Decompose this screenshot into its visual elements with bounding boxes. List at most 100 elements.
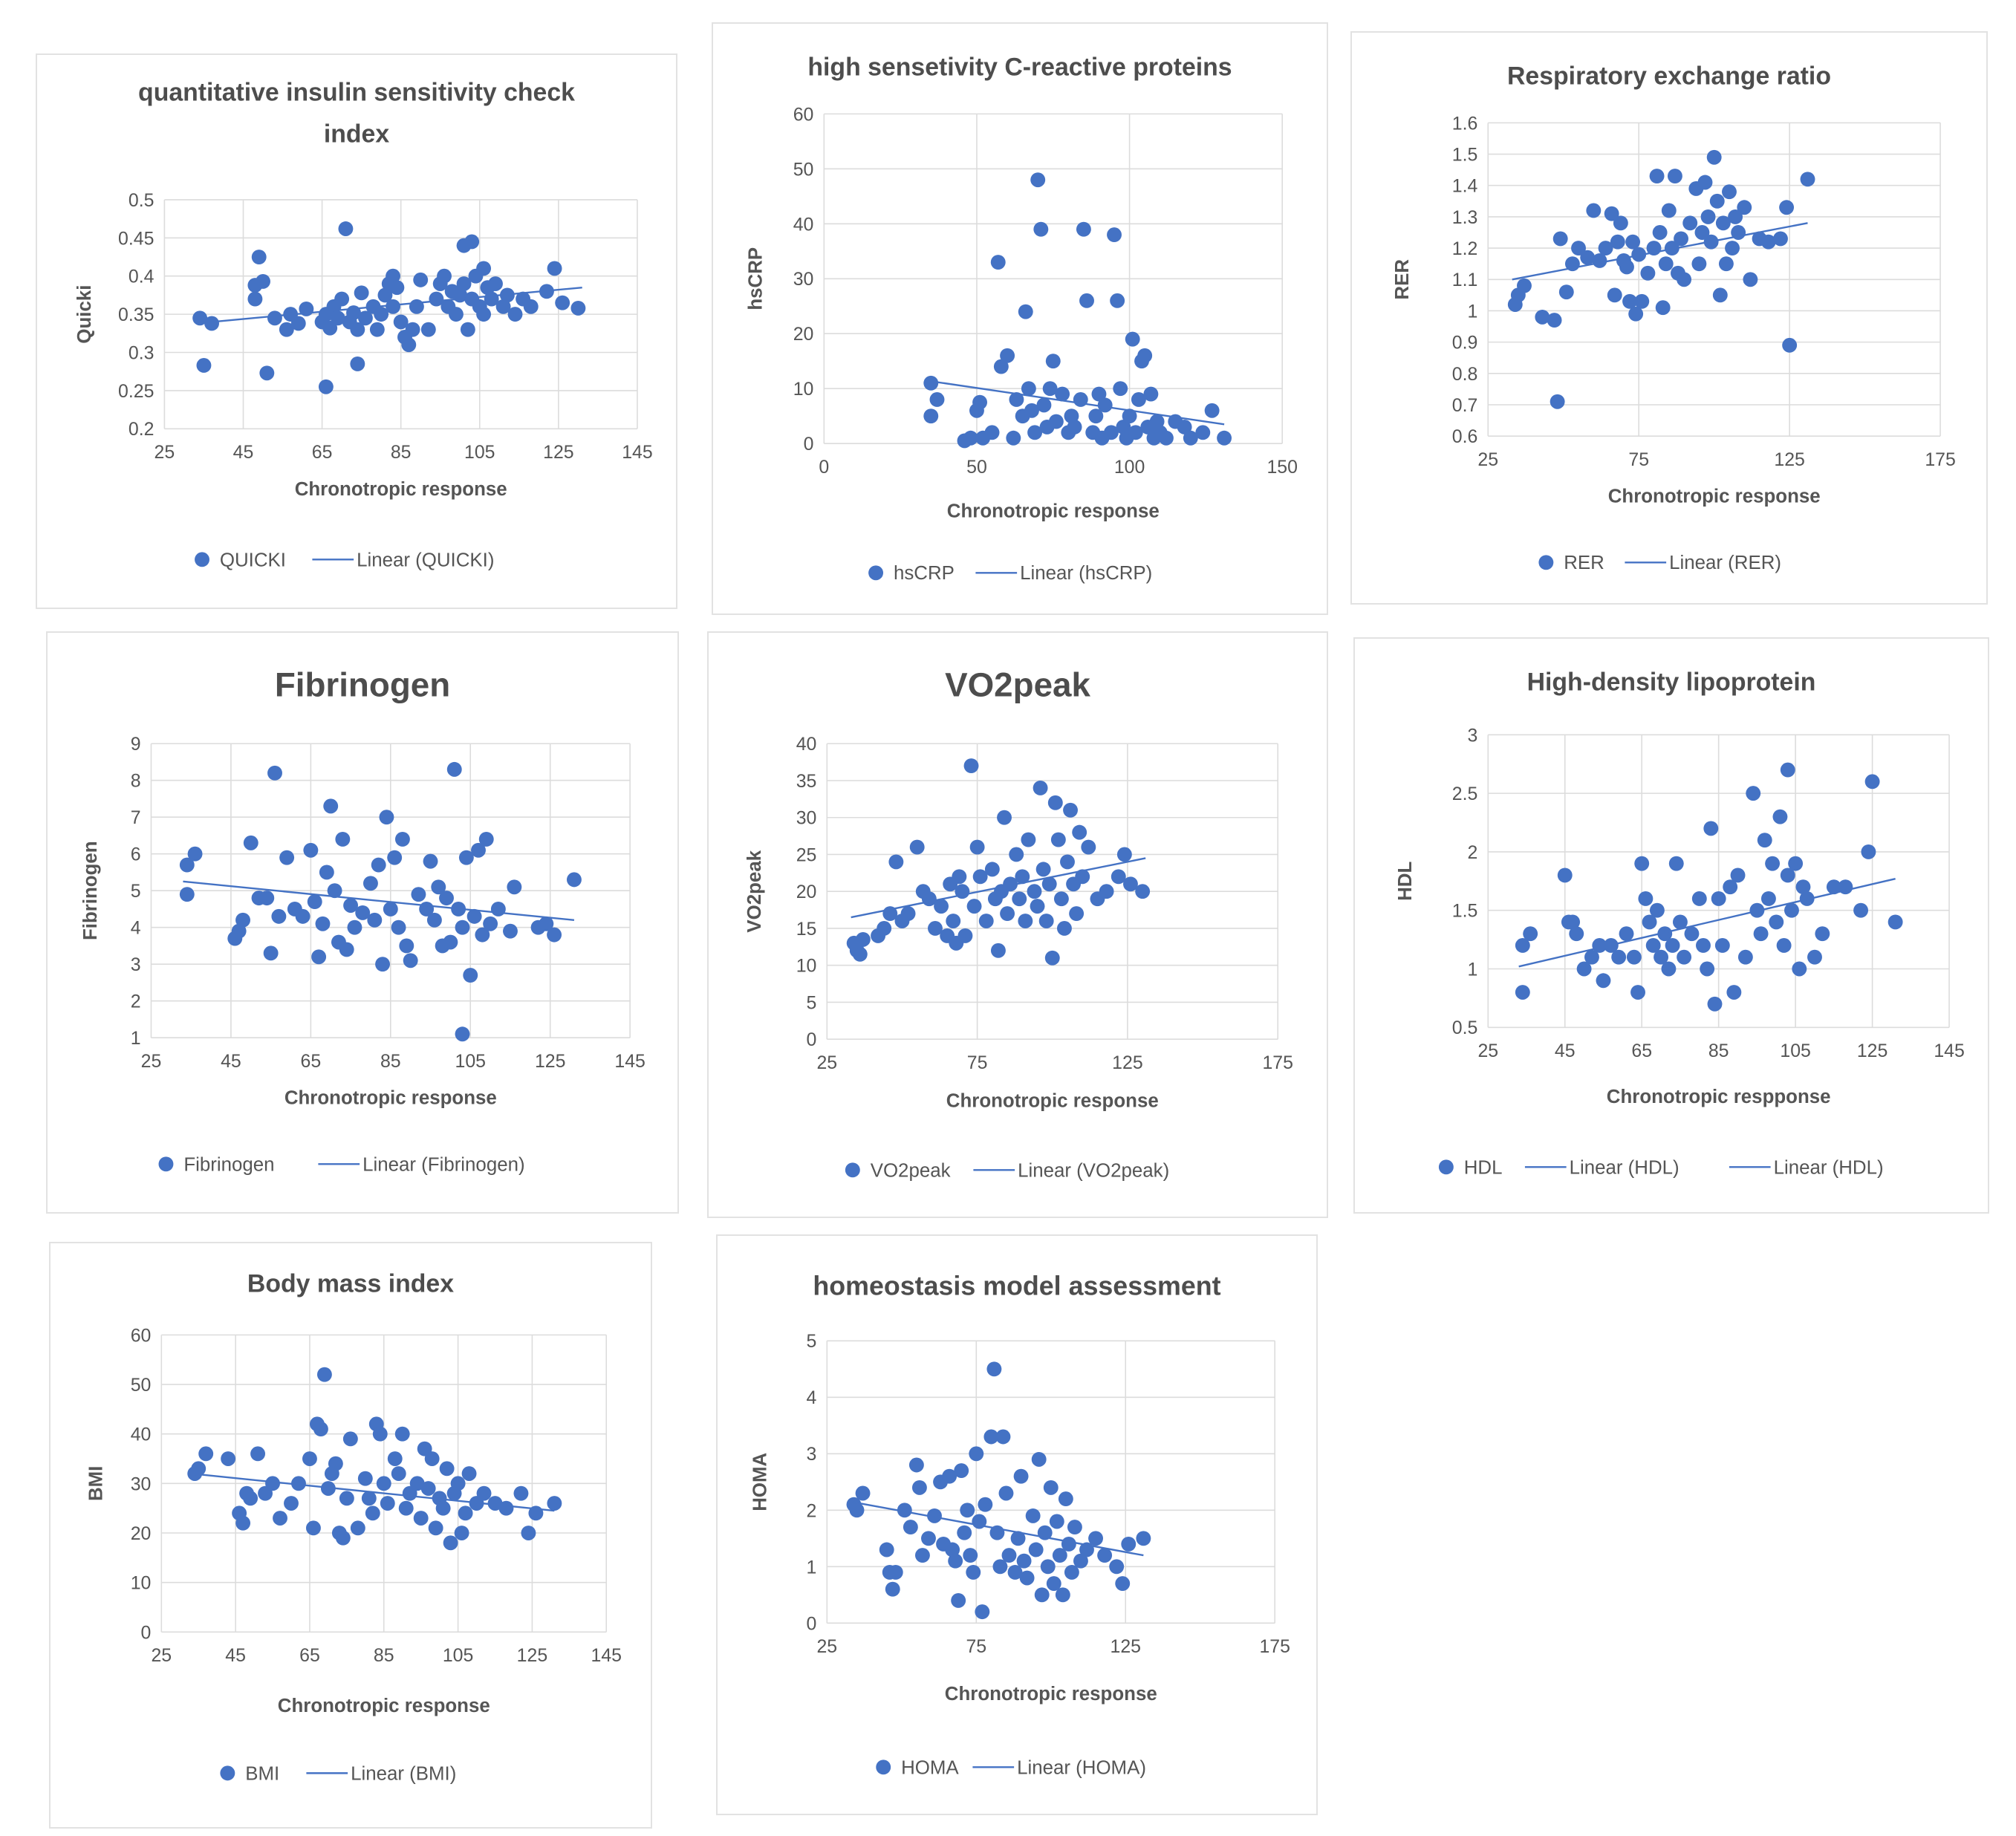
data-point [914, 1548, 930, 1563]
y-tick-label: 1 [1468, 301, 1478, 322]
data-point [355, 905, 371, 920]
data-point [1757, 833, 1772, 848]
data-point [191, 1461, 207, 1477]
data-point [1780, 762, 1795, 778]
y-tick-label: 40 [793, 214, 814, 235]
data-point [446, 761, 462, 777]
data-point [458, 850, 474, 865]
y-tick-label: 10 [793, 379, 814, 400]
x-tick-label: 145 [614, 1051, 645, 1072]
legend-marker [868, 565, 884, 581]
data-point [439, 891, 454, 906]
data-point [367, 912, 383, 928]
data-point [323, 798, 339, 814]
data-point [1622, 293, 1637, 309]
data-point [1709, 193, 1725, 209]
data-point [888, 1564, 903, 1580]
data-point [1715, 215, 1731, 231]
x-tick-label: 175 [1262, 1052, 1292, 1073]
y-tick-label: 5 [131, 881, 141, 902]
data-point [291, 1476, 306, 1491]
y-tick-label: 3 [807, 1444, 817, 1465]
data-point [495, 299, 511, 314]
x-axis-label: Chronotropic response [278, 1696, 490, 1716]
data-point [1056, 921, 1072, 936]
data-point [1125, 331, 1140, 347]
data-point [295, 908, 310, 924]
data-point [1088, 408, 1104, 424]
data-point [1072, 824, 1087, 840]
data-point [521, 1526, 536, 1540]
data-point [403, 953, 418, 969]
data-point [330, 310, 345, 326]
y-tick-label: 0.5 [1452, 1018, 1478, 1038]
data-point [1674, 231, 1688, 247]
data-point [1010, 1531, 1026, 1546]
data-point [513, 1485, 529, 1501]
data-point [1737, 949, 1753, 965]
data-point [1136, 1531, 1151, 1546]
data-point [927, 1508, 942, 1523]
y-tick-label: 4 [807, 1387, 817, 1408]
data-point [1665, 938, 1680, 953]
data-point [362, 876, 378, 891]
data-point [978, 1497, 993, 1512]
data-point [339, 1491, 354, 1506]
data-point [507, 879, 522, 895]
data-point [1009, 392, 1024, 407]
data-point [179, 857, 195, 873]
data-point [1013, 1468, 1029, 1484]
data-point [1069, 906, 1085, 922]
data-point [1696, 938, 1711, 953]
data-point [1131, 392, 1146, 407]
data-point [923, 375, 939, 391]
chart-title: homeostasis model assessment [813, 1272, 1220, 1301]
x-tick-label: 125 [543, 442, 573, 463]
data-point [1135, 884, 1151, 899]
data-point [1760, 891, 1776, 906]
data-point [1784, 902, 1799, 918]
data-point [1807, 949, 1822, 965]
data-point [413, 1511, 429, 1526]
legend-label: Linear (HDL) [1774, 1157, 1884, 1178]
data-point [1027, 884, 1042, 899]
data-point [952, 869, 967, 885]
data-point [455, 919, 470, 935]
data-point [1668, 856, 1684, 871]
y-tick-label: 0 [804, 434, 814, 455]
y-tick-label: 0 [807, 1029, 817, 1050]
x-axis-label: Chronotropic response [1608, 486, 1821, 507]
data-point [903, 1520, 918, 1535]
data-point [350, 1520, 365, 1536]
data-point [409, 1476, 425, 1491]
chart-title: Fibrinogen [275, 666, 450, 704]
legend-label: RER [1564, 553, 1604, 573]
data-point [1657, 926, 1673, 942]
data-point [1109, 1559, 1125, 1575]
data-point [259, 891, 275, 906]
data-point [1722, 184, 1737, 200]
data-point [1030, 172, 1046, 188]
data-point [1652, 225, 1668, 240]
data-point [1654, 949, 1669, 965]
y-axis-label: HOMA [750, 1453, 771, 1511]
data-point [1815, 926, 1830, 942]
data-point [1016, 1553, 1032, 1569]
y-tick-label: 3 [1468, 725, 1478, 746]
data-point [1779, 200, 1795, 215]
chart-panel-fibrinogen: Fibrinogen 25 45 65 85 105 125 145 1 2 3 4 5 6 7 8 9 Chro… [46, 631, 679, 1214]
data-point [1694, 225, 1710, 240]
legend-label: VO2peak [871, 1160, 951, 1181]
y-tick-label: 30 [131, 1474, 152, 1494]
data-point [374, 307, 389, 322]
data-point [879, 1542, 894, 1557]
data-point [1580, 250, 1596, 265]
data-point [966, 899, 982, 914]
y-tick-label: 0 [141, 1622, 152, 1643]
data-point [327, 883, 342, 899]
data-point [966, 1564, 981, 1580]
y-axis-label: RER [1392, 259, 1413, 300]
data-point [394, 831, 410, 847]
data-point [978, 914, 994, 928]
